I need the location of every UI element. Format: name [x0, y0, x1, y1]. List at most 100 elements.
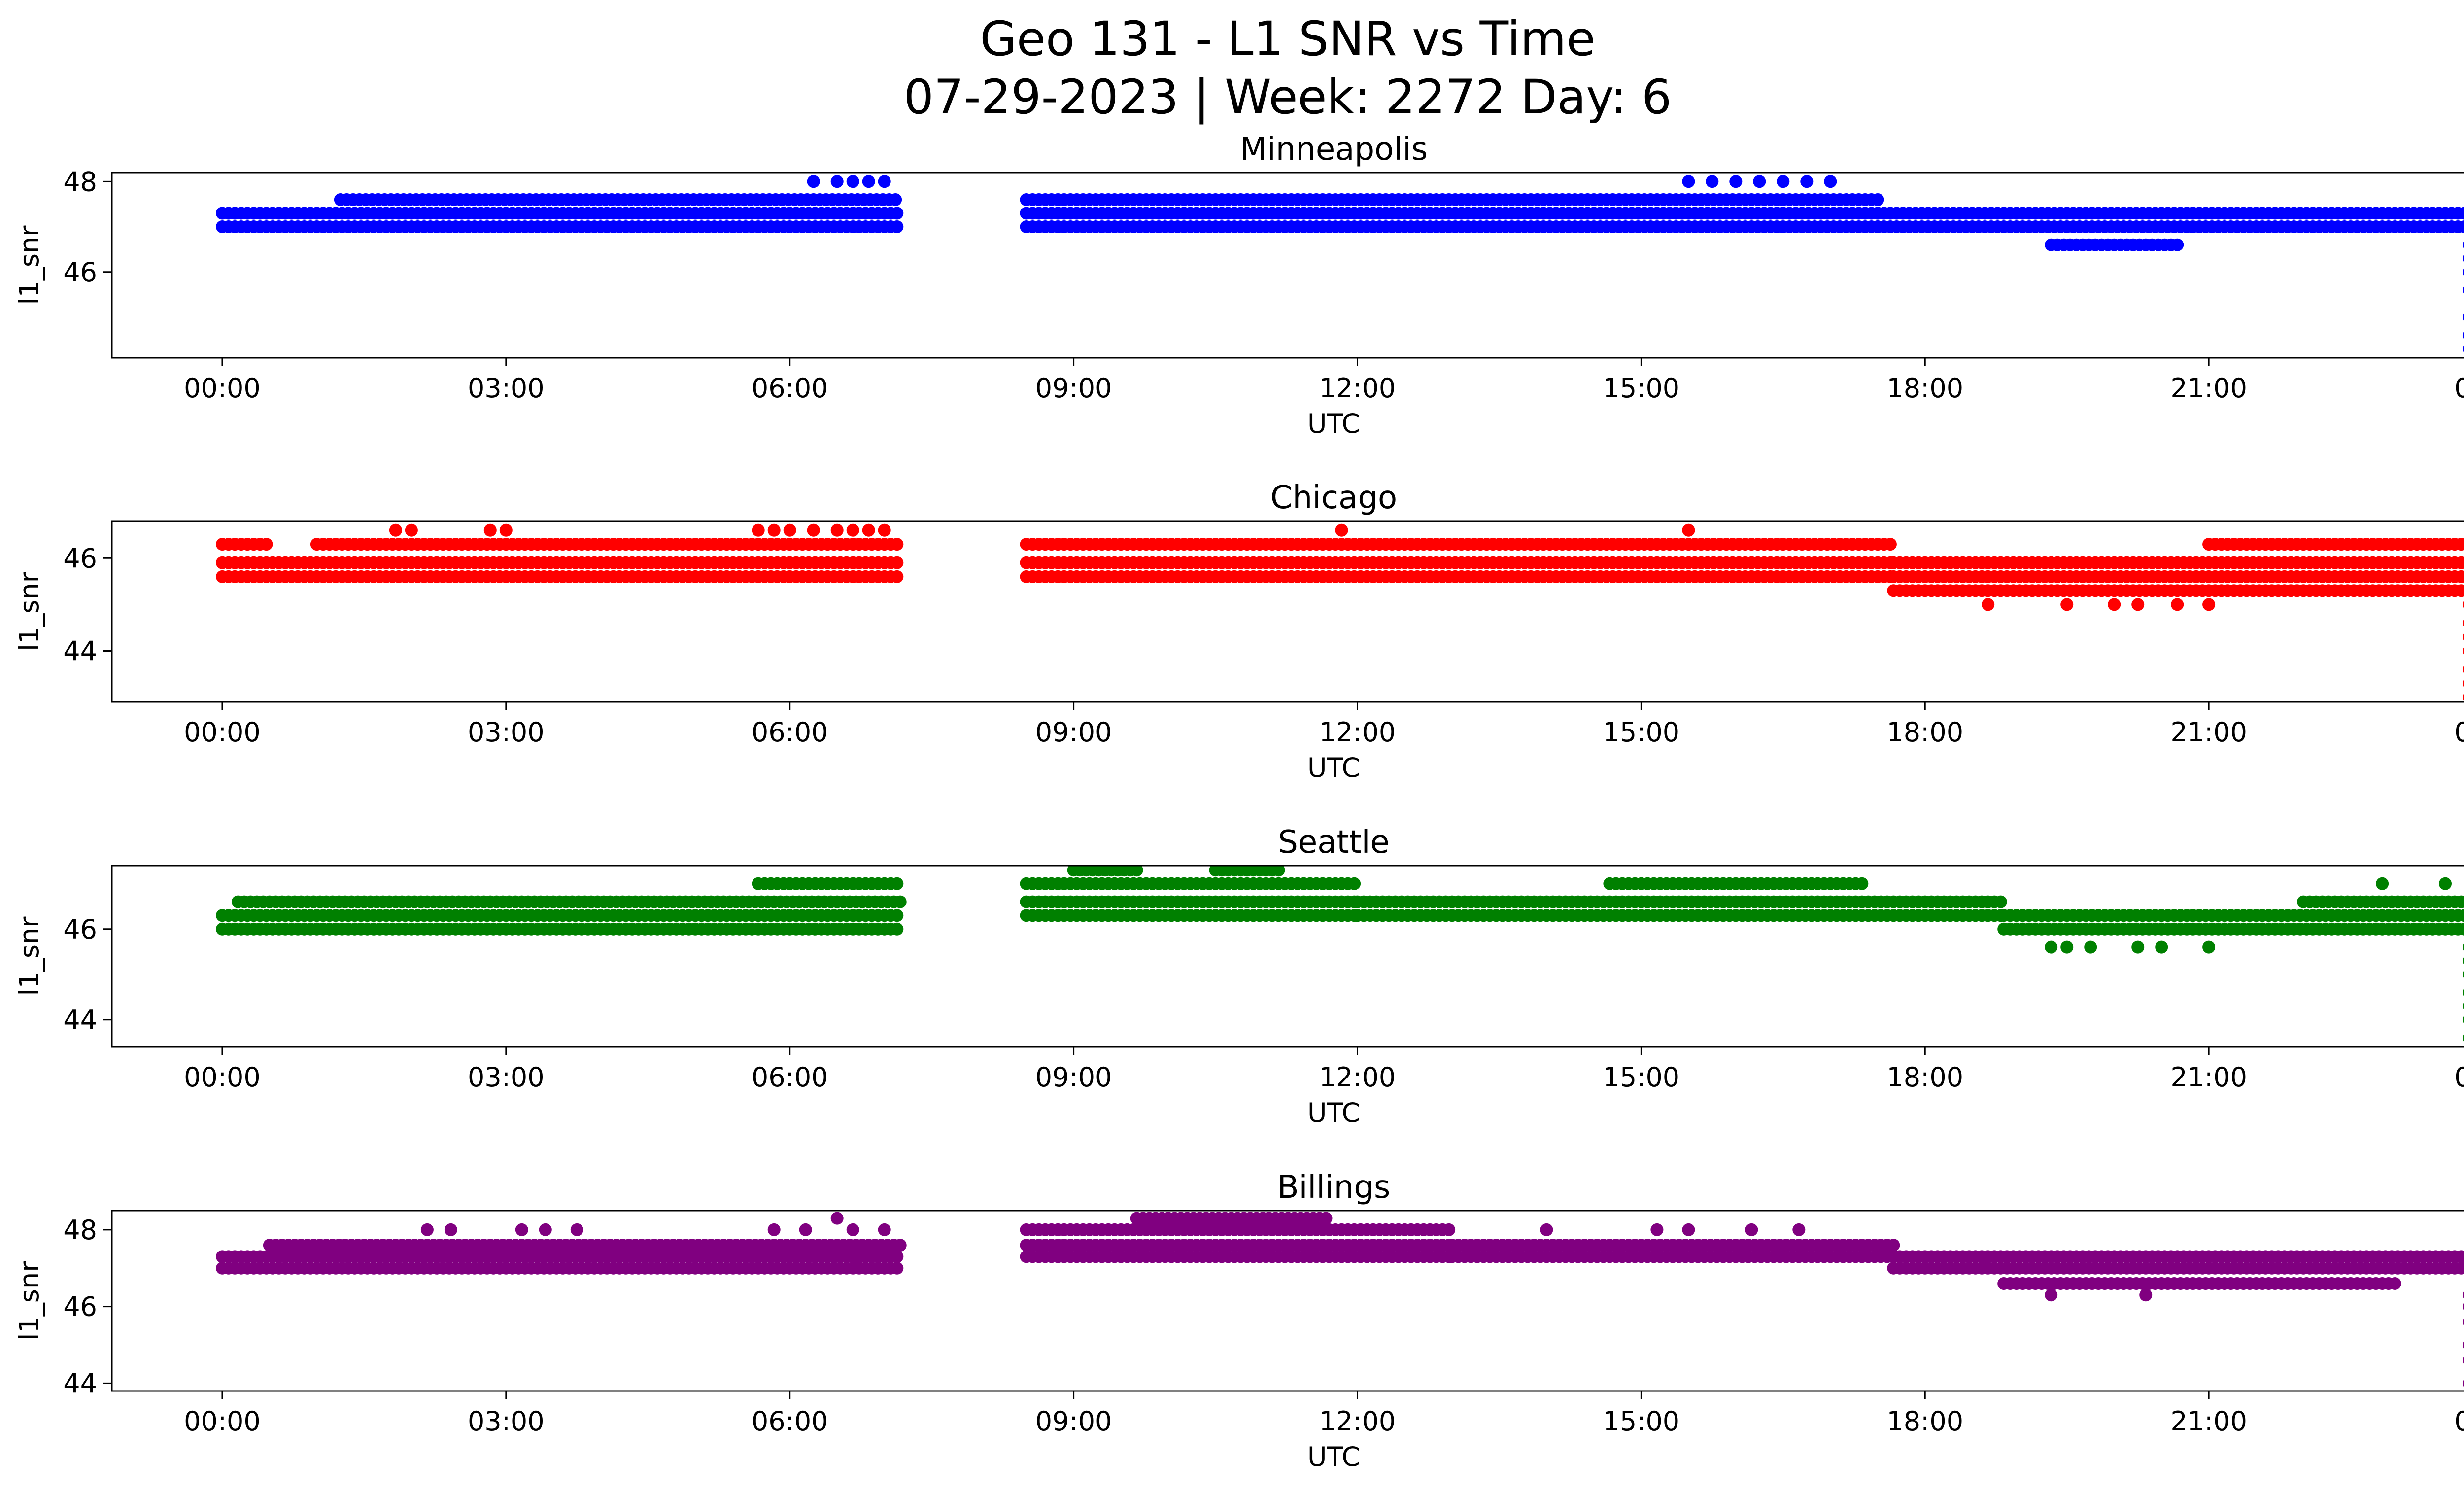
- data-point: [2139, 1288, 2153, 1302]
- data-point: [1540, 1223, 1553, 1236]
- data-point: [2463, 1302, 2464, 1311]
- x-tick-label: 00:00: [184, 1062, 261, 1093]
- x-tick-label: 06:00: [752, 373, 828, 404]
- data-point: [1994, 895, 2007, 908]
- data-point: [1824, 175, 1837, 188]
- panel-title: Minneapolis: [1240, 131, 1428, 168]
- data-point: [2455, 895, 2464, 908]
- data-point: [2171, 598, 2184, 611]
- data-point: [807, 523, 820, 537]
- data-point: [1650, 1223, 1664, 1236]
- data-point: [2463, 1318, 2464, 1326]
- x-tick-label: 21:00: [2170, 1406, 2247, 1437]
- data-point: [1682, 523, 1695, 537]
- data-point: [807, 175, 820, 188]
- data-point: [2461, 1251, 2464, 1262]
- x-tick-label: 03:00: [468, 717, 545, 748]
- y-axis-label: l1_snr: [14, 916, 45, 996]
- y-tick-label: 46: [63, 543, 97, 574]
- x-axis-label: UTC: [1307, 1097, 1360, 1128]
- data-point: [2463, 286, 2464, 294]
- y-axis-label: l1_snr: [14, 1261, 45, 1341]
- x-tick-label: 15:00: [1603, 1062, 1680, 1093]
- x-tick-label: 00:00: [2454, 1062, 2464, 1093]
- data-point: [483, 523, 497, 537]
- data-point: [2455, 584, 2464, 597]
- data-point: [2131, 940, 2145, 954]
- data-point: [2463, 956, 2464, 965]
- data-point: [2060, 940, 2074, 954]
- x-tick-label: 03:00: [468, 373, 545, 404]
- plot-frame: [111, 1210, 2464, 1392]
- data-point: [890, 1261, 904, 1275]
- data-point: [1130, 866, 1143, 877]
- data-point: [846, 523, 859, 537]
- y-tick-label: 46: [63, 257, 97, 288]
- x-tick-label: 06:00: [752, 1406, 828, 1437]
- data-point: [539, 1223, 552, 1236]
- data-point: [2463, 1015, 2464, 1024]
- data-point: [2463, 600, 2464, 609]
- data-point: [2463, 665, 2464, 674]
- data-point: [783, 523, 796, 537]
- data-point: [2155, 940, 2168, 954]
- data-point: [2455, 570, 2464, 583]
- scatter-points: [216, 866, 2464, 1042]
- data-point: [890, 909, 904, 922]
- data-point: [846, 1223, 859, 1236]
- data-point: [2171, 238, 2184, 251]
- x-tick-label: 15:00: [1603, 373, 1680, 404]
- data-point: [830, 1212, 844, 1225]
- data-point: [389, 523, 402, 537]
- data-point: [2463, 693, 2464, 701]
- data-point: [2463, 1034, 2464, 1042]
- data-point: [2463, 988, 2464, 997]
- x-tick-label: 00:00: [184, 373, 261, 404]
- data-point: [2463, 241, 2464, 249]
- x-tick-label: 06:00: [752, 717, 828, 748]
- x-tick-label: 00:00: [2454, 717, 2464, 748]
- data-point: [1335, 523, 1348, 537]
- data-point: [2463, 268, 2464, 277]
- x-tick-label: 06:00: [752, 1062, 828, 1093]
- x-tick-label: 15:00: [1603, 717, 1680, 748]
- data-point: [2461, 539, 2464, 550]
- data-point: [890, 207, 904, 220]
- data-point: [420, 1223, 434, 1236]
- data-point: [2202, 940, 2216, 954]
- data-point: [1792, 1223, 1806, 1236]
- data-point: [1855, 877, 1869, 890]
- panel-title: Seattle: [1278, 824, 1390, 861]
- data-point: [2463, 1002, 2464, 1010]
- x-tick-label: 09:00: [1035, 373, 1112, 404]
- x-axis-label: UTC: [1307, 752, 1360, 783]
- x-tick-label: 00:00: [2454, 1406, 2464, 1437]
- data-point: [2461, 1262, 2464, 1274]
- data-point: [893, 895, 907, 908]
- data-point: [799, 1223, 812, 1236]
- data-point: [878, 1223, 891, 1236]
- x-tick-label: 09:00: [1035, 717, 1112, 748]
- data-point: [2463, 1290, 2464, 1299]
- scatter-points: [216, 175, 2464, 353]
- data-point: [1319, 1212, 1333, 1225]
- data-point: [570, 1223, 583, 1236]
- x-tick-label: 21:00: [2170, 717, 2247, 748]
- data-point: [767, 1223, 781, 1236]
- x-tick-label: 12:00: [1319, 373, 1396, 404]
- data-point: [2455, 1261, 2464, 1275]
- data-point: [893, 1239, 907, 1252]
- plot-frame: [111, 865, 2464, 1048]
- x-tick-label: 18:00: [1886, 717, 1963, 748]
- data-point: [830, 175, 844, 188]
- data-point: [1442, 1223, 1456, 1236]
- data-point: [2463, 254, 2464, 263]
- data-point: [2463, 1356, 2464, 1365]
- panel-title: Chicago: [1270, 480, 1397, 516]
- data-point: [2045, 940, 2058, 954]
- x-tick-label: 09:00: [1035, 1062, 1112, 1093]
- data-point: [890, 877, 904, 890]
- x-tick-label: 21:00: [2170, 373, 2247, 404]
- data-point: [515, 1223, 528, 1236]
